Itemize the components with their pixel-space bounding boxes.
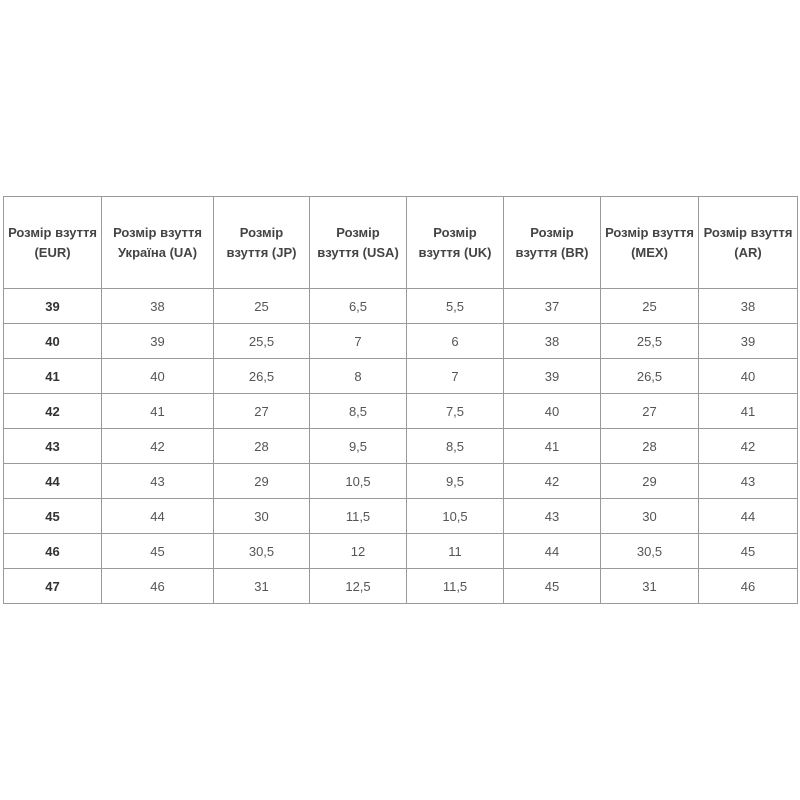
size-cell: 12,5 (309, 568, 407, 604)
column-header: Розмір взуття (MEX) (600, 196, 699, 289)
size-cell: 44 (503, 533, 601, 569)
table-row: 41 40 26,5 8 7 39 26,5 40 (3, 358, 798, 394)
eur-size-cell: 42 (3, 393, 102, 429)
size-cell: 41 (101, 393, 214, 429)
size-cell: 42 (503, 463, 601, 499)
size-cell: 11,5 (309, 498, 407, 534)
size-cell: 43 (698, 463, 798, 499)
size-cell: 27 (213, 393, 310, 429)
size-cell: 45 (503, 568, 601, 604)
size-cell: 5,5 (406, 288, 504, 324)
size-cell: 28 (600, 428, 699, 464)
size-cell: 46 (698, 568, 798, 604)
size-cell: 25,5 (213, 323, 310, 359)
size-cell: 25 (600, 288, 699, 324)
eur-size-cell: 43 (3, 428, 102, 464)
size-cell: 7 (406, 358, 504, 394)
size-cell: 11,5 (406, 568, 504, 604)
size-cell: 38 (503, 323, 601, 359)
size-cell: 46 (101, 568, 214, 604)
size-cell: 30,5 (213, 533, 310, 569)
size-cell: 10,5 (309, 463, 407, 499)
table-row: 46 45 30,5 12 11 44 30,5 45 (3, 533, 798, 569)
size-cell: 27 (600, 393, 699, 429)
size-cell: 11 (406, 533, 504, 569)
size-cell: 6,5 (309, 288, 407, 324)
size-cell: 38 (101, 288, 214, 324)
size-cell: 44 (698, 498, 798, 534)
size-cell: 39 (503, 358, 601, 394)
size-cell: 39 (698, 323, 798, 359)
column-header: Розмір взуття (EUR) (3, 196, 102, 289)
size-cell: 26,5 (600, 358, 699, 394)
table-row: 43 42 28 9,5 8,5 41 28 42 (3, 428, 798, 464)
size-cell: 39 (101, 323, 214, 359)
size-cell: 43 (101, 463, 214, 499)
column-header: Розмір взуття (UK) (406, 196, 504, 289)
eur-size-cell: 47 (3, 568, 102, 604)
size-cell: 41 (503, 428, 601, 464)
header-row: Розмір взуття (EUR) Розмір взуття Україна… (3, 196, 798, 289)
size-cell: 12 (309, 533, 407, 569)
size-cell: 8,5 (309, 393, 407, 429)
eur-size-cell: 45 (3, 498, 102, 534)
table-row: 39 38 25 6,5 5,5 37 25 38 (3, 288, 798, 324)
size-cell: 29 (213, 463, 310, 499)
size-cell: 45 (698, 533, 798, 569)
table-row: 44 43 29 10,5 9,5 42 29 43 (3, 463, 798, 499)
size-cell: 37 (503, 288, 601, 324)
size-cell: 31 (213, 568, 310, 604)
size-cell: 42 (698, 428, 798, 464)
size-cell: 30,5 (600, 533, 699, 569)
column-header: Розмір взуття (USA) (309, 196, 407, 289)
column-header: Розмір взуття (AR) (698, 196, 798, 289)
eur-size-cell: 44 (3, 463, 102, 499)
eur-size-cell: 39 (3, 288, 102, 324)
size-cell: 7 (309, 323, 407, 359)
size-cell: 8 (309, 358, 407, 394)
size-cell: 40 (101, 358, 214, 394)
table-row: 45 44 30 11,5 10,5 43 30 44 (3, 498, 798, 534)
size-cell: 40 (698, 358, 798, 394)
table-row: 47 46 31 12,5 11,5 45 31 46 (3, 568, 798, 604)
size-cell: 8,5 (406, 428, 504, 464)
size-cell: 7,5 (406, 393, 504, 429)
eur-size-cell: 40 (3, 323, 102, 359)
size-cell: 31 (600, 568, 699, 604)
size-cell: 29 (600, 463, 699, 499)
table-row: 40 39 25,5 7 6 38 25,5 39 (3, 323, 798, 359)
column-header: Розмір взуття Україна (UA) (101, 196, 214, 289)
size-cell: 41 (698, 393, 798, 429)
size-cell: 44 (101, 498, 214, 534)
size-cell: 40 (503, 393, 601, 429)
eur-size-cell: 41 (3, 358, 102, 394)
size-cell: 25,5 (600, 323, 699, 359)
size-cell: 30 (600, 498, 699, 534)
size-cell: 42 (101, 428, 214, 464)
size-cell: 9,5 (406, 463, 504, 499)
size-cell: 43 (503, 498, 601, 534)
column-header: Розмір взуття (BR) (503, 196, 601, 289)
size-cell: 45 (101, 533, 214, 569)
size-cell: 25 (213, 288, 310, 324)
size-cell: 28 (213, 428, 310, 464)
table-row: 42 41 27 8,5 7,5 40 27 41 (3, 393, 798, 429)
size-cell: 38 (698, 288, 798, 324)
eur-size-cell: 46 (3, 533, 102, 569)
size-cell: 26,5 (213, 358, 310, 394)
size-cell: 6 (406, 323, 504, 359)
column-header: Розмір взуття (JP) (213, 196, 310, 289)
size-chart-table: Розмір взуття (EUR) Розмір взуття Україна… (3, 196, 798, 604)
size-cell: 9,5 (309, 428, 407, 464)
size-cell: 30 (213, 498, 310, 534)
size-cell: 10,5 (406, 498, 504, 534)
